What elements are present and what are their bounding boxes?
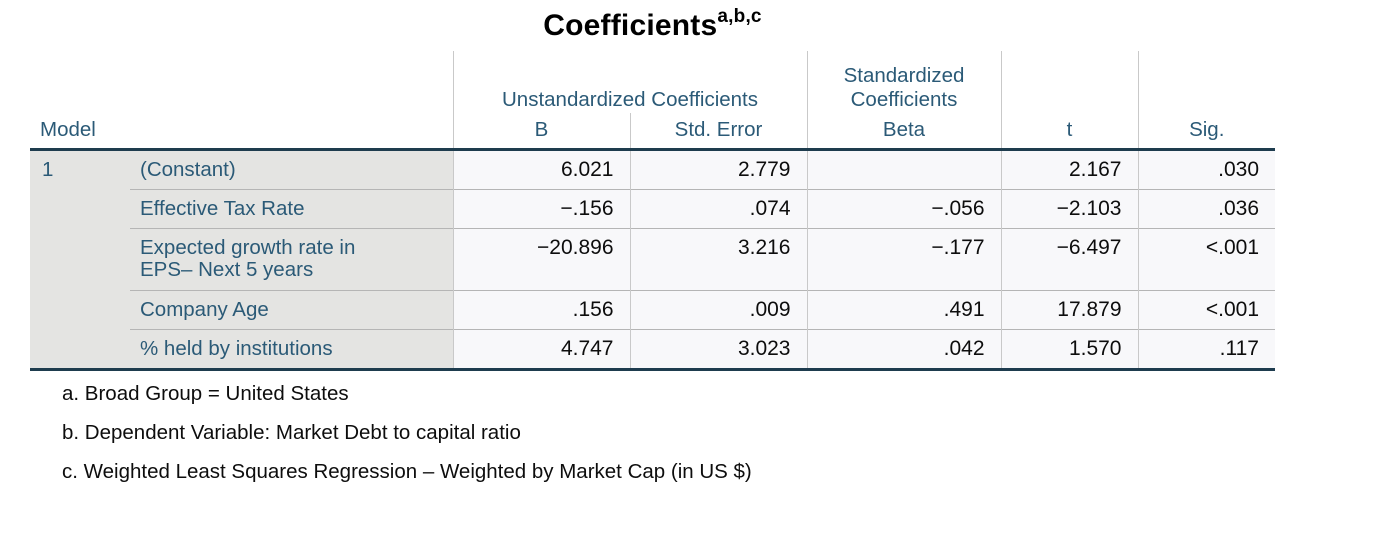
coefficients-table: Unstandardized Coefficients Standardized… bbox=[30, 51, 1275, 371]
footnote-b: b. Dependent Variable: Market Debt to ca… bbox=[62, 420, 521, 444]
cell-b: 4.747 bbox=[452, 328, 630, 371]
column-group-unstandardized: Unstandardized Coefficients bbox=[452, 51, 807, 113]
cell-sig: <.001 bbox=[1137, 289, 1275, 329]
cell-beta: .491 bbox=[806, 289, 1001, 329]
column-header-beta: Beta bbox=[806, 113, 1001, 151]
cell-t: −2.103 bbox=[1000, 188, 1138, 228]
column-header-model: Model bbox=[30, 113, 453, 151]
table-row: % held by institutions 4.747 3.023 .042 … bbox=[30, 328, 1275, 371]
cell-std-error: .074 bbox=[629, 188, 807, 228]
cell-std-error: .009 bbox=[629, 289, 807, 329]
column-group-standardized: Standardized Coefficients bbox=[806, 51, 1001, 113]
table-row: Expected growth rate in EPS– Next 5 year… bbox=[30, 227, 1275, 290]
table-title-text: Coefficients bbox=[543, 9, 718, 42]
table-row: Effective Tax Rate −.156 .074 −.056 −2.1… bbox=[30, 188, 1275, 228]
table-row: 1 (Constant) 6.021 2.779 2.167 .030 bbox=[30, 149, 1275, 371]
cell-t: 17.879 bbox=[1000, 289, 1138, 329]
header-blank-model bbox=[30, 51, 453, 113]
cell-t: 1.570 bbox=[1000, 328, 1138, 371]
table-footnotes: a. Broad Group = United States b. Depend… bbox=[62, 381, 1275, 485]
cell-sig: .030 bbox=[1137, 149, 1275, 189]
column-header-b: B bbox=[452, 113, 630, 151]
cell-std-error: 2.779 bbox=[629, 149, 807, 189]
cell-b: −20.896 bbox=[452, 227, 630, 290]
row-label: Company Age bbox=[130, 289, 453, 329]
header-blank-sig bbox=[1137, 51, 1275, 113]
model-number-cell: 1 bbox=[30, 149, 130, 371]
row-label: (Constant) bbox=[130, 149, 453, 189]
coefficients-output: Coefficientsa,b,c Unstandardized Coeffic… bbox=[30, 6, 1275, 498]
row-label: Expected growth rate in EPS– Next 5 year… bbox=[130, 227, 453, 290]
column-header-sig: Sig. bbox=[1137, 113, 1275, 151]
cell-sig: <.001 bbox=[1137, 227, 1275, 290]
cell-sig: .036 bbox=[1137, 188, 1275, 228]
table-header: Unstandardized Coefficients Standardized… bbox=[30, 51, 1275, 151]
table-row: Company Age .156 .009 .491 17.879 <.001 bbox=[30, 289, 1275, 329]
column-header-std-error: Std. Error bbox=[629, 113, 807, 151]
cell-beta: −.177 bbox=[806, 227, 1001, 290]
cell-beta: .042 bbox=[806, 328, 1001, 371]
cell-std-error: 3.023 bbox=[629, 328, 807, 371]
cell-beta: −.056 bbox=[806, 188, 1001, 228]
footnote-c: c. Weighted Least Squares Regression – W… bbox=[62, 459, 752, 483]
table-title-superscript: a,b,c bbox=[717, 6, 762, 27]
table-body: 1 (Constant) 6.021 2.779 2.167 .030 Effe… bbox=[30, 149, 1275, 371]
header-blank-t bbox=[1000, 51, 1138, 113]
cell-t: −6.497 bbox=[1000, 227, 1138, 290]
row-label: Effective Tax Rate bbox=[130, 188, 453, 228]
cell-b: 6.021 bbox=[452, 149, 630, 189]
cell-std-error: 3.216 bbox=[629, 227, 807, 290]
cell-b: −.156 bbox=[452, 188, 630, 228]
page-title: Coefficientsa,b,c bbox=[30, 6, 1275, 43]
cell-beta bbox=[806, 149, 1001, 189]
cell-sig: .117 bbox=[1137, 328, 1275, 371]
cell-t: 2.167 bbox=[1000, 149, 1138, 189]
column-header-t: t bbox=[1000, 113, 1138, 151]
cell-b: .156 bbox=[452, 289, 630, 329]
footnote-a: a. Broad Group = United States bbox=[62, 381, 349, 405]
row-label: % held by institutions bbox=[130, 328, 453, 371]
